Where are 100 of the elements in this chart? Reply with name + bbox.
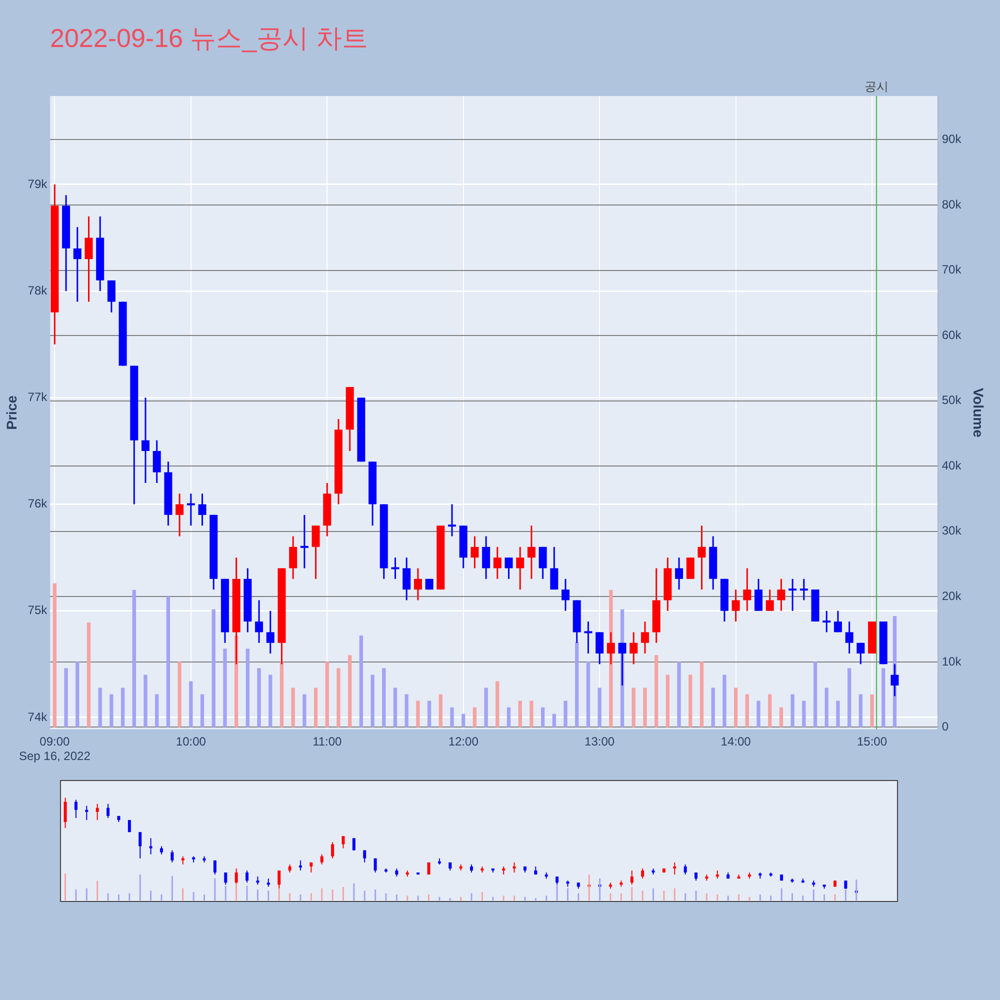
candlestick xyxy=(312,524,320,580)
bar xyxy=(472,707,477,728)
candlestick xyxy=(890,663,899,697)
bar xyxy=(98,688,102,728)
candlestick xyxy=(504,556,513,580)
bar xyxy=(257,668,261,728)
bar xyxy=(348,655,352,728)
bar xyxy=(314,688,318,728)
y-tick-label: 76k xyxy=(28,496,48,511)
bar xyxy=(416,700,420,728)
candlestick xyxy=(516,546,524,590)
bar xyxy=(813,662,818,728)
bar xyxy=(654,655,658,728)
candlestick xyxy=(822,610,831,633)
candlestick xyxy=(698,524,706,590)
bar xyxy=(496,681,500,728)
candlestick xyxy=(596,631,604,665)
bar xyxy=(768,694,772,728)
candlestick xyxy=(266,610,274,654)
candlestick xyxy=(845,620,854,654)
bar xyxy=(530,700,534,728)
x-tick-label: 13:00 xyxy=(584,734,615,749)
bar xyxy=(336,668,340,728)
y2-tick-label: 50k xyxy=(942,393,962,408)
bar xyxy=(280,662,284,728)
candlestick xyxy=(640,620,649,654)
bar xyxy=(64,668,68,728)
bar xyxy=(643,688,647,728)
candlestick xyxy=(391,556,400,580)
candlestick xyxy=(142,396,150,484)
bar xyxy=(393,688,398,728)
candlestick xyxy=(777,578,786,612)
bar xyxy=(76,662,80,728)
bar xyxy=(677,662,681,728)
y2-tick-label: 70k xyxy=(942,262,962,277)
bar xyxy=(189,681,193,728)
bar xyxy=(779,707,784,728)
y2-tick-label: 60k xyxy=(942,328,962,342)
bar xyxy=(734,688,738,728)
bar xyxy=(268,674,272,728)
x-tick-label: 09:00 Sep 16, 2022 xyxy=(18,734,91,764)
bar xyxy=(552,714,556,728)
bar xyxy=(836,700,840,728)
bar xyxy=(404,694,408,728)
bar xyxy=(144,674,148,728)
candlestick xyxy=(289,536,298,580)
bar xyxy=(586,662,590,728)
bar xyxy=(325,662,329,728)
x-tick-label: 14:00 xyxy=(720,734,752,749)
bar xyxy=(632,688,636,728)
candlestick xyxy=(584,620,592,654)
x-tick-label: 11:00 xyxy=(312,734,342,749)
candlestick xyxy=(402,556,411,601)
candlestick xyxy=(107,280,116,314)
bar xyxy=(438,694,442,728)
x-tick-label: 15:00 xyxy=(856,734,888,749)
candlestick xyxy=(562,578,570,612)
bar xyxy=(484,688,488,728)
bar xyxy=(575,642,579,728)
bar xyxy=(700,662,704,728)
candlestick xyxy=(538,546,547,580)
bar xyxy=(110,694,114,728)
y2-tick-label: 80k xyxy=(942,197,962,212)
y2-tick-label: 10k xyxy=(942,654,962,668)
candlestick xyxy=(482,536,490,580)
bar xyxy=(462,714,466,728)
y2-tick-label: 30k xyxy=(942,524,962,538)
candlestick xyxy=(800,578,808,601)
bar xyxy=(666,674,670,728)
bar xyxy=(155,694,159,728)
candlestick xyxy=(448,504,456,538)
candlestick xyxy=(255,599,264,644)
bar xyxy=(756,700,760,728)
bar xyxy=(291,688,295,728)
candlestick xyxy=(630,631,638,665)
candlestick xyxy=(834,610,842,633)
bar xyxy=(790,694,794,728)
bar xyxy=(506,707,511,728)
bar xyxy=(166,596,170,728)
candlestick xyxy=(300,514,308,569)
x-tick-label: 10:00 xyxy=(176,734,206,749)
candlestick xyxy=(73,226,82,302)
y2-tick-label: 20k xyxy=(942,588,962,603)
bar xyxy=(178,662,182,728)
bar xyxy=(120,688,125,728)
candlestick xyxy=(527,524,536,580)
candlestick xyxy=(152,440,161,484)
candlestick xyxy=(470,536,479,569)
candlestick xyxy=(493,546,502,580)
y2-tick-label: 40k xyxy=(942,458,962,472)
bar xyxy=(450,707,454,728)
bar xyxy=(86,622,91,728)
bar xyxy=(711,688,715,728)
bar xyxy=(745,694,749,728)
candlestick xyxy=(766,588,774,612)
bar xyxy=(824,688,828,728)
y-tick-label: 75k xyxy=(28,603,48,618)
bar xyxy=(212,609,216,728)
bar xyxy=(722,674,726,728)
chart-title: 2022-09-16 뉴스_공시 차트 xyxy=(50,23,368,54)
